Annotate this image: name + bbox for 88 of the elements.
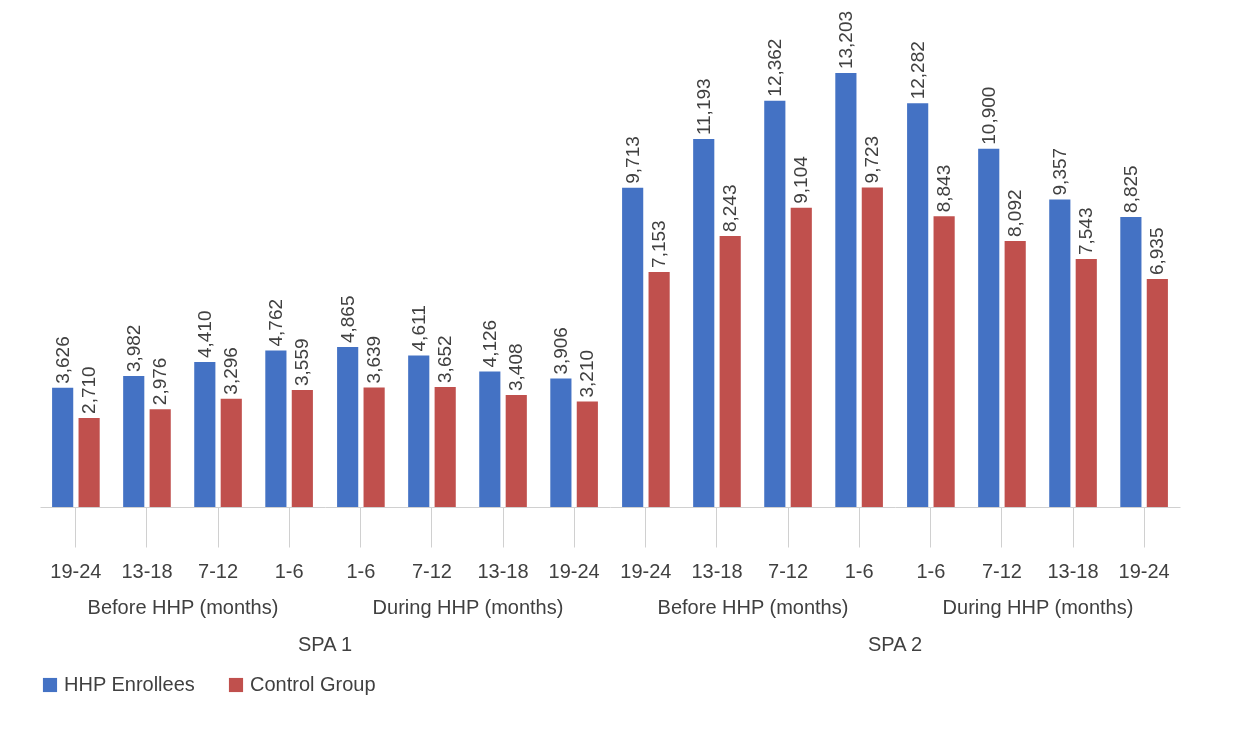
data-label: 9,104 [790, 155, 812, 204]
x-tick-label: 7-12 [768, 559, 809, 582]
text: SPA 2 [867, 633, 923, 655]
data-label: 3,982 [122, 324, 144, 373]
x-tick-label: 1-6 [274, 559, 304, 582]
data-label: 7,153 [648, 220, 670, 268]
data-label: 3,639 [363, 335, 385, 384]
data-label: 7,543 [1075, 207, 1097, 256]
bar [220, 398, 242, 507]
bar [52, 387, 74, 507]
x-tick-label: 7-12 [411, 559, 452, 582]
x-tick-label: 19-24 [548, 559, 600, 582]
bar [693, 139, 715, 507]
data-label: 3,652 [434, 335, 456, 383]
bar [719, 236, 741, 507]
bar [363, 387, 385, 507]
data-label: 13,203 [834, 10, 856, 70]
x-tick-label: 13-18 [691, 559, 743, 582]
text: During HHP (months) [942, 595, 1134, 618]
legend-label: Control Group [250, 673, 376, 695]
text: During HHP (months) [372, 595, 564, 618]
x-tick-label: 1-6 [844, 559, 874, 582]
data-label: 3,408 [505, 343, 527, 391]
bar [835, 73, 857, 507]
data-label: 11,193 [692, 78, 714, 136]
data-label: 12,282 [906, 41, 928, 100]
bar [933, 216, 955, 507]
bar [648, 271, 670, 507]
data-label: 4,762 [264, 298, 286, 347]
data-label: 9,723 [861, 135, 883, 184]
data-label: 8,825 [1119, 165, 1141, 213]
legend-label: HHP Enrollees [64, 673, 195, 695]
data-label: 9,713 [621, 136, 643, 184]
x-tick-label: 1-6 [346, 559, 376, 582]
bar [550, 378, 572, 507]
data-label: 3,906 [549, 327, 571, 375]
bar [1120, 216, 1142, 507]
x-tick-label: 19-24 [620, 559, 672, 582]
data-label: 12,362 [763, 38, 785, 97]
data-label: 8,092 [1004, 189, 1026, 238]
x-tick-label: 13-18 [121, 559, 173, 582]
bar [408, 355, 430, 507]
bar [1146, 279, 1168, 507]
x-tick-label: 13-18 [477, 559, 529, 582]
x-tick-label: 19-24 [50, 559, 102, 582]
x-tick-label: 7-12 [981, 559, 1022, 582]
bar [265, 350, 287, 507]
bar [1049, 199, 1071, 507]
bar [622, 187, 644, 507]
text: SPA 1 [297, 633, 353, 655]
data-label: 8,243 [719, 184, 741, 233]
bar [149, 409, 171, 507]
bar [479, 371, 501, 507]
data-label: 3,210 [576, 349, 598, 398]
bar [123, 376, 145, 507]
bar [337, 347, 359, 507]
text: Before HHP (months) [657, 595, 849, 618]
data-label: 4,126 [478, 319, 500, 368]
bar [576, 401, 598, 507]
data-label: 3,626 [51, 336, 73, 384]
data-label: 10,900 [977, 86, 999, 145]
data-label: 8,843 [933, 164, 955, 213]
data-label: 3,559 [291, 338, 313, 387]
bar [78, 417, 100, 507]
bar [764, 100, 786, 507]
data-label: 4,865 [336, 295, 358, 344]
bar [907, 103, 929, 507]
x-tick-label: 7-12 [198, 559, 239, 582]
bar [861, 187, 883, 507]
bar [790, 207, 812, 507]
bar [434, 386, 456, 507]
bar [291, 390, 313, 507]
text: Before HHP (months) [87, 595, 279, 618]
x-tick-label: 1-6 [916, 559, 946, 582]
data-label: 9,357 [1048, 147, 1070, 196]
data-label: 2,976 [149, 357, 171, 406]
x-tick-label: 19-24 [1118, 559, 1170, 582]
x-tick-label: 13-18 [1047, 559, 1099, 582]
bar [505, 394, 527, 507]
data-label: 3,296 [220, 347, 242, 395]
bar [1004, 241, 1026, 507]
bar [978, 148, 1000, 507]
data-label: 4,611 [407, 305, 429, 352]
data-label: 4,410 [193, 310, 215, 359]
data-label: 6,935 [1146, 227, 1168, 276]
bar [194, 362, 216, 507]
data-label: 2,710 [78, 366, 100, 414]
bar [1075, 259, 1097, 507]
